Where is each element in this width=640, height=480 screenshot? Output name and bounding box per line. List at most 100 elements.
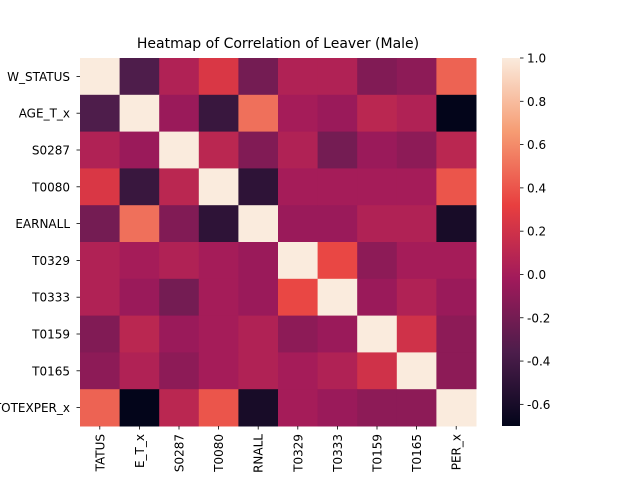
heatmap-cell-totexper_x-s0287 bbox=[159, 389, 200, 427]
heatmap-cell-t0165-t0165 bbox=[396, 352, 437, 390]
y-tick-label: T0333 bbox=[31, 291, 70, 305]
heatmap-cell-earnall-e_t_x bbox=[119, 205, 160, 243]
heatmap-cell-earnall-per_x bbox=[436, 205, 477, 243]
colorbar-tick-label: -0.6 bbox=[527, 398, 550, 412]
heatmap-cell-t0080-t0159 bbox=[357, 168, 398, 206]
heatmap-cell-w_status-per_x bbox=[436, 58, 477, 96]
x-tick-label: TATUS bbox=[93, 434, 107, 472]
heatmap-cell-age_t_x-s0287 bbox=[159, 94, 200, 133]
heatmap-cell-t0329-tatus bbox=[80, 242, 121, 280]
heatmap-cell-s0287-rnall bbox=[238, 131, 279, 169]
heatmap-cell-t0329-s0287 bbox=[159, 242, 200, 280]
colorbar-gradient bbox=[502, 58, 520, 426]
heatmap-cell-w_status-t0165 bbox=[396, 58, 437, 96]
heatmap-cell-t0165-t0329 bbox=[278, 352, 319, 390]
heatmap-cell-w_status-tatus bbox=[80, 58, 121, 96]
heatmap-cell-totexper_x-t0329 bbox=[278, 389, 319, 427]
y-tick-label: T0329 bbox=[31, 254, 70, 268]
x-tick-label: S0287 bbox=[173, 434, 187, 472]
heatmap-cell-t0329-t0159 bbox=[357, 242, 398, 280]
heatmap-cell-earnall-rnall bbox=[238, 205, 279, 243]
x-tick-label: T0159 bbox=[371, 434, 385, 473]
heatmap-cell-earnall-tatus bbox=[80, 205, 121, 243]
heatmap-cell-w_status-e_t_x bbox=[119, 58, 160, 96]
y-tick-label: AGE_T_x bbox=[19, 107, 70, 121]
heatmap-cell-t0333-t0159 bbox=[357, 278, 398, 317]
heatmap-cell-t0329-t0333 bbox=[317, 242, 358, 280]
heatmap-cell-age_t_x-rnall bbox=[238, 94, 279, 133]
heatmap-cell-t0165-per_x bbox=[436, 352, 477, 390]
heatmap-cell-t0329-rnall bbox=[238, 242, 279, 280]
heatmap-cell-w_status-rnall bbox=[238, 58, 279, 96]
heatmap-cell-w_status-t0333 bbox=[317, 58, 358, 96]
heatmap-cell-totexper_x-rnall bbox=[238, 389, 279, 427]
heatmap-cell-t0329-t0080 bbox=[198, 242, 239, 280]
heatmap-cell-s0287-e_t_x bbox=[119, 131, 160, 169]
heatmap-cell-totexper_x-per_x bbox=[436, 389, 477, 427]
heatmap-cell-t0159-e_t_x bbox=[119, 315, 160, 353]
heatmap-cell-age_t_x-t0329 bbox=[278, 94, 319, 133]
heatmap-cell-age_t_x-t0333 bbox=[317, 94, 358, 133]
heatmap-cell-earnall-t0159 bbox=[357, 205, 398, 243]
heatmap-cell-totexper_x-t0165 bbox=[396, 389, 437, 427]
heatmap-cell-s0287-t0329 bbox=[278, 131, 319, 169]
heatmap-cell-totexper_x-t0159 bbox=[357, 389, 398, 427]
heatmap-cell-t0159-t0329 bbox=[278, 315, 319, 353]
heatmap-cell-totexper_x-t0080 bbox=[198, 389, 239, 427]
y-tick-label: W_STATUS bbox=[7, 70, 70, 84]
chart-title: Heatmap of Correlation of Leaver (Male) bbox=[137, 36, 419, 52]
colorbar-tick-label: -0.4 bbox=[527, 355, 550, 369]
heatmap-cell-t0165-t0333 bbox=[317, 352, 358, 390]
heatmap-cell-t0333-tatus bbox=[80, 278, 121, 317]
heatmap-cell-t0333-per_x bbox=[436, 278, 477, 317]
heatmap-cell-t0165-rnall bbox=[238, 352, 279, 390]
heatmap-cell-age_t_x-t0159 bbox=[357, 94, 398, 133]
heatmap-cell-t0333-t0080 bbox=[198, 278, 239, 317]
heatmap-cell-t0159-per_x bbox=[436, 315, 477, 353]
colorbar-tick-label: -0.2 bbox=[527, 311, 550, 325]
heatmap-cell-t0080-t0165 bbox=[396, 168, 437, 206]
heatmap-cell-age_t_x-e_t_x bbox=[119, 94, 160, 133]
x-tick-label: RNALL bbox=[252, 434, 266, 473]
x-tick-label: T0080 bbox=[212, 434, 226, 473]
heatmap-cell-t0165-e_t_x bbox=[119, 352, 160, 390]
heatmap-cell-s0287-t0080 bbox=[198, 131, 239, 169]
heatmap-cell-t0080-rnall bbox=[238, 168, 279, 206]
heatmap-cell-t0165-t0159 bbox=[357, 352, 398, 390]
y-tick-label: TOTEXPER_x bbox=[0, 401, 70, 415]
heatmap-cell-t0333-e_t_x bbox=[119, 278, 160, 317]
heatmap-cell-t0080-t0333 bbox=[317, 168, 358, 206]
heatmap-cell-t0333-t0329 bbox=[278, 278, 319, 317]
heatmap-cell-t0159-s0287 bbox=[159, 315, 200, 353]
heatmap-cell-t0165-s0287 bbox=[159, 352, 200, 390]
colorbar-tick-label: 1.0 bbox=[527, 52, 546, 66]
heatmap-cell-totexper_x-t0333 bbox=[317, 389, 358, 427]
heatmap-cell-t0159-t0165 bbox=[396, 315, 437, 353]
heatmap-cell-t0329-e_t_x bbox=[119, 242, 160, 280]
heatmap-cell-s0287-per_x bbox=[436, 131, 477, 169]
heatmap-cell-earnall-s0287 bbox=[159, 205, 200, 243]
heatmap-cell-t0159-t0333 bbox=[317, 315, 358, 353]
heatmap-cell-t0333-t0333 bbox=[317, 278, 358, 317]
heatmap-cell-t0080-e_t_x bbox=[119, 168, 160, 206]
heatmap-cell-w_status-t0159 bbox=[357, 58, 398, 96]
heatmap-cell-t0080-tatus bbox=[80, 168, 121, 206]
heatmap-cell-t0080-per_x bbox=[436, 168, 477, 206]
heatmap-cell-t0329-per_x bbox=[436, 242, 477, 280]
heatmap-cell-totexper_x-e_t_x bbox=[119, 389, 160, 427]
heatmap-cell-earnall-t0080 bbox=[198, 205, 239, 243]
heatmap-cell-t0329-t0165 bbox=[396, 242, 437, 280]
heatmap-cell-t0080-t0329 bbox=[278, 168, 319, 206]
x-axis: TATUS E_T_x S0287 T0080 RNALL T0329 T0333 T0159… bbox=[93, 426, 464, 473]
x-tick-label: T0165 bbox=[410, 434, 424, 473]
heatmap-cell-s0287-t0159 bbox=[357, 131, 398, 169]
heatmap-cell-t0159-t0159 bbox=[357, 315, 398, 353]
colorbar-tick-label: 0.2 bbox=[527, 225, 546, 239]
heatmap-cell-totexper_x-tatus bbox=[80, 389, 121, 427]
heatmap-cell-s0287-t0333 bbox=[317, 131, 358, 169]
heatmap-cell-t0333-t0165 bbox=[396, 278, 437, 317]
heatmap-cell-t0329-t0329 bbox=[278, 242, 319, 280]
heatmap-cell-age_t_x-t0165 bbox=[396, 94, 437, 133]
heatmap-cell-t0159-rnall bbox=[238, 315, 279, 353]
